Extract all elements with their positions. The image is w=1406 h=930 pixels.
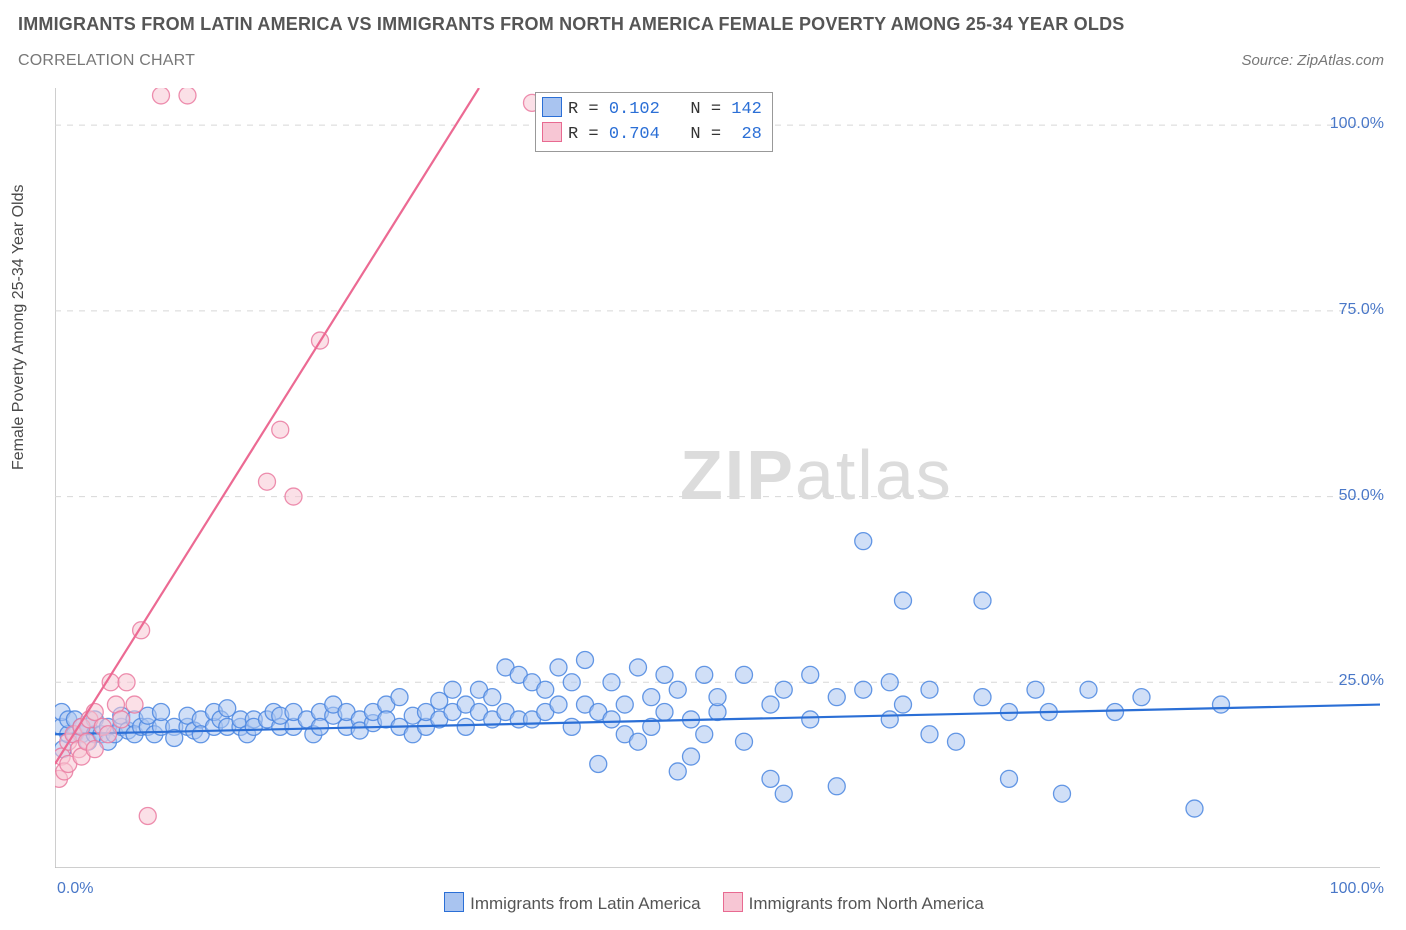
legend-swatch: [542, 122, 562, 142]
legend-swatch: [542, 97, 562, 117]
chart-container: IMMIGRANTS FROM LATIN AMERICA VS IMMIGRA…: [0, 0, 1406, 930]
legend-label: Immigrants from Latin America: [470, 894, 701, 913]
y-tick-label: 75.0%: [1324, 301, 1384, 319]
watermark-bold: ZIP: [680, 436, 795, 514]
source-attribution: Source: ZipAtlas.com: [1241, 52, 1384, 69]
bottom-legend: Immigrants from Latin America Immigrants …: [0, 892, 1406, 914]
stat-row: R = 0.102 N = 142: [542, 97, 762, 122]
stat-row: R = 0.704 N = 28: [542, 122, 762, 147]
correlation-stat-box: R = 0.102 N = 142R = 0.704 N = 28: [535, 92, 773, 152]
y-tick-label: 100.0%: [1324, 115, 1384, 133]
chart-subtitle: CORRELATION CHART: [18, 52, 195, 70]
legend-swatch: [723, 892, 743, 912]
chart-title: IMMIGRANTS FROM LATIN AMERICA VS IMMIGRA…: [18, 14, 1125, 35]
y-tick-label: 25.0%: [1324, 672, 1384, 690]
y-tick-label: 50.0%: [1324, 487, 1384, 505]
legend-label: Immigrants from North America: [749, 894, 984, 913]
watermark-normal: atlas: [795, 436, 953, 514]
y-axis-label: Female Poverty Among 25-34 Year Olds: [10, 185, 28, 471]
legend-swatch: [444, 892, 464, 912]
watermark: ZIPatlas: [680, 435, 953, 515]
